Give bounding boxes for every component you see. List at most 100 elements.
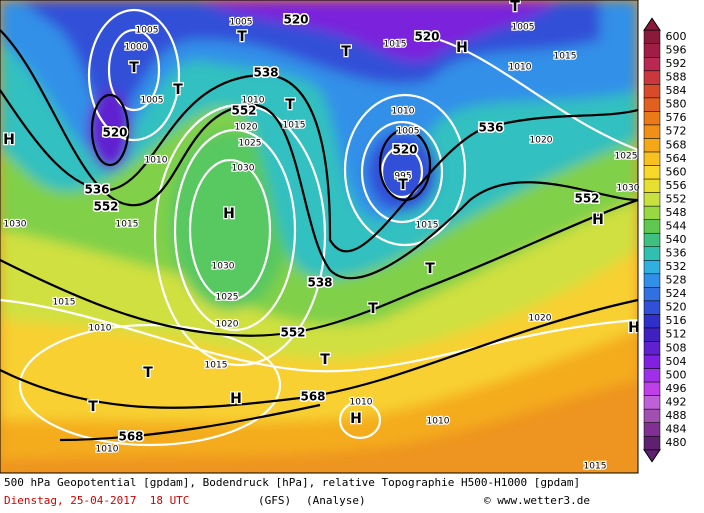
isobar-label: 1015 [116, 220, 139, 230]
isobar-label: 1030 [4, 220, 27, 230]
isobar-label: 1015 [53, 298, 76, 308]
isobar-label: 1015 [283, 121, 306, 131]
legend-label: 520 [666, 301, 687, 314]
legend-swatch [643, 219, 661, 234]
legend-arrow-top [643, 17, 661, 31]
legend-swatch [643, 43, 661, 58]
isobar-label: 1030 [232, 164, 255, 174]
isobar-label: 1010 [509, 63, 532, 73]
legend-label: 528 [666, 274, 687, 287]
isobar-label: 1020 [530, 136, 553, 146]
legend-label: 568 [666, 138, 687, 151]
isobar-label: 1005 [141, 96, 164, 106]
legend-label: 496 [666, 382, 687, 395]
pressure-center: T [425, 261, 435, 277]
isobar-label: 1010 [145, 156, 168, 166]
legend-label: 508 [666, 341, 687, 354]
footer-model: (GFS) [258, 494, 292, 507]
legend-swatch [643, 246, 661, 261]
legend-label: 516 [666, 314, 687, 327]
isobar-label: 1010 [350, 398, 373, 408]
contour-label: 520 [392, 143, 417, 157]
pressure-center: T [143, 365, 153, 381]
legend-label: 564 [666, 152, 687, 165]
legend-label: 556 [666, 179, 687, 192]
isobar-label: 1015 [384, 40, 407, 50]
legend-swatch [643, 57, 661, 72]
isobar-label: 1010 [242, 96, 265, 106]
pressure-center: H [223, 206, 235, 222]
legend-swatch [643, 178, 661, 193]
legend-label: 592 [666, 57, 687, 70]
isobar-label: 1005 [512, 23, 535, 33]
legend-label: 576 [666, 111, 687, 124]
legend-swatch [643, 97, 661, 112]
isobar-label: 1005 [397, 127, 420, 137]
legend-swatch [643, 408, 661, 423]
legend-swatch [643, 124, 661, 139]
pressure-center: T [237, 29, 247, 45]
map: 5205205385525205365525205365525385525685… [0, 0, 687, 474]
isobar-label: 1010 [427, 417, 450, 427]
legend-label: 536 [666, 247, 687, 260]
legend-label: 480 [666, 436, 687, 449]
legend-swatch [643, 435, 661, 451]
legend-swatch [643, 341, 661, 356]
isobar-label: 1020 [235, 123, 258, 133]
legend-swatch [643, 84, 661, 99]
legend-swatch [643, 165, 661, 180]
contour-label: 552 [574, 192, 599, 206]
isobar-label: 1010 [392, 107, 415, 117]
legend-swatch [643, 29, 661, 45]
legend: 6005965925885845805765725685645605565525… [643, 17, 687, 463]
isobar-label: 1025 [216, 293, 239, 303]
legend-label: 512 [666, 328, 687, 341]
legend-swatch [643, 300, 661, 315]
legend-label: 492 [666, 395, 687, 408]
contour-label: 520 [102, 126, 127, 140]
legend-label: 588 [666, 71, 687, 84]
contour-label: 520 [414, 30, 439, 44]
pressure-center: H [350, 411, 362, 427]
contour-label: 536 [84, 183, 109, 197]
isobar-label: 1030 [212, 262, 235, 272]
contour-label: 538 [307, 276, 332, 290]
contour-label: 552 [280, 326, 305, 340]
pressure-center: T [88, 399, 98, 415]
isobar-label: 1025 [615, 152, 638, 162]
legend-label: 552 [666, 192, 687, 205]
isobar-label: 995 [394, 172, 411, 182]
pressure-center: H [230, 391, 242, 407]
pressure-center: T [320, 352, 330, 368]
isobar-label: 1020 [529, 314, 552, 324]
legend-label: 532 [666, 260, 687, 273]
isobar-label: 1010 [89, 324, 112, 334]
map-frame [0, 0, 639, 474]
footer-description: 500 hPa Geopotential [gpdam], Bodendruck… [4, 476, 581, 489]
pressure-center: H [592, 212, 604, 228]
legend-swatch [643, 368, 661, 383]
legend-swatch [643, 232, 661, 248]
contour-label: 520 [283, 13, 308, 27]
legend-label: 484 [666, 422, 687, 435]
legend-swatch [643, 422, 661, 437]
isobar-label: 1015 [584, 462, 607, 472]
isobar-label: 1005 [230, 18, 253, 28]
legend-label: 488 [666, 409, 687, 422]
legend-label: 548 [666, 206, 687, 219]
legend-label: 584 [666, 84, 687, 97]
isobar-label: 1005 [136, 26, 159, 36]
legend-swatch [643, 327, 661, 342]
isobar-label: 1020 [216, 320, 239, 330]
pressure-center: T [510, 0, 520, 15]
footer-date: Dienstag, 25-04-2017 18 UTC [4, 494, 190, 507]
map-labels: 520 520 538 552 520 536 552 520 536 552 538 552 568 5… [2, 0, 641, 473]
map-background [0, 0, 638, 473]
contour-label: 538 [253, 66, 278, 80]
contour-label: 568 [118, 430, 143, 444]
pressure-center: T [398, 177, 408, 193]
pressure-center: T [129, 60, 139, 76]
legend-label: 596 [666, 44, 687, 57]
legend-swatch [643, 151, 661, 166]
